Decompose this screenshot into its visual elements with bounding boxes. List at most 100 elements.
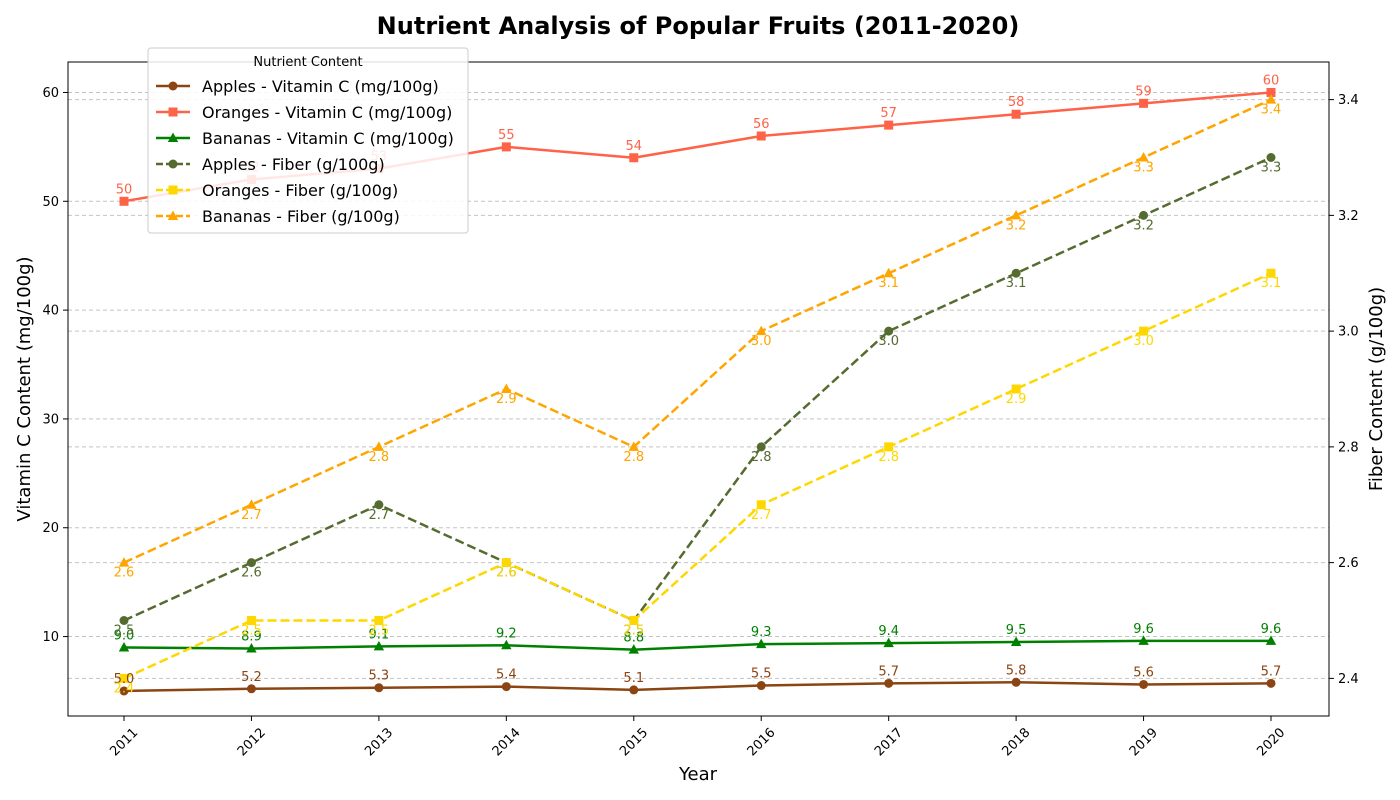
legend-entries: Apples - Vitamin C (mg/100g) Oranges - Vi…: [156, 77, 454, 226]
data-point: [1139, 326, 1149, 336]
data-point: [501, 558, 511, 568]
data-point: [883, 637, 894, 648]
data-point: [119, 196, 129, 206]
data-point: [246, 499, 257, 509]
data-point: [1011, 384, 1021, 394]
data-label: 54: [626, 139, 643, 154]
data-label: 2.8: [751, 450, 772, 465]
data-point: [1265, 94, 1277, 104]
data-point: [756, 131, 766, 141]
data-point: [629, 616, 639, 626]
data-point: [884, 326, 894, 336]
data-point: [1139, 210, 1149, 220]
data-label: 5.7: [1261, 664, 1282, 679]
data-point: [756, 681, 766, 691]
data-point: [884, 678, 894, 688]
left-tick-label: 60: [42, 86, 59, 101]
x-axis-label: Year: [678, 764, 718, 785]
left-tick-label: 30: [42, 412, 59, 427]
legend-marker: [167, 132, 179, 142]
data-point: [1011, 268, 1021, 278]
data-point: [501, 639, 512, 650]
legend-label: Bananas - Vitamin C (mg/100g): [202, 129, 454, 148]
data-point: [1265, 635, 1277, 645]
data-label: 5.6: [1133, 665, 1154, 680]
data-point: [1266, 678, 1276, 688]
right-tick-label: 2.6: [1338, 556, 1359, 571]
data-label: 9.5: [1006, 623, 1027, 638]
data-point: [1139, 679, 1149, 689]
legend-label: Bananas - Fiber (g/100g): [202, 207, 400, 226]
legend-title: Nutrient Content: [253, 55, 362, 70]
data-point: [629, 685, 639, 695]
left-tick-label: 50: [42, 195, 59, 210]
data-label: 2.5: [241, 624, 262, 639]
data-label: 8.8: [623, 631, 644, 646]
data-label: 50: [116, 182, 133, 197]
legend-entry: Apples - Vitamin C (mg/100g): [156, 77, 439, 96]
legend-marker: [168, 159, 178, 169]
legend-entry: Bananas - Vitamin C (mg/100g): [156, 129, 454, 148]
series-line: [123, 98, 1272, 564]
legend-label: Apples - Fiber (g/100g): [202, 155, 385, 174]
data-label: 2.7: [751, 508, 772, 523]
data-label: 3.0: [751, 334, 772, 349]
data-label: 3.1: [1261, 276, 1282, 291]
data-label: 9.1: [369, 627, 390, 642]
data-label: 2.6: [114, 566, 135, 581]
series-oranges-fiber-g-100g: [119, 268, 1276, 683]
legend-entry: Oranges - Vitamin C (mg/100g): [156, 103, 452, 122]
legend-entry: Bananas - Fiber (g/100g): [156, 207, 400, 226]
right-tick-label: 3.2: [1338, 209, 1359, 224]
series-line: [123, 681, 1272, 693]
legend-entry: Apples - Fiber (g/100g): [156, 155, 385, 174]
chart-title: Nutrient Analysis of Popular Fruits (201…: [377, 12, 1020, 40]
data-point: [246, 643, 257, 653]
data-label: 55: [498, 128, 515, 143]
data-label: 3.1: [1006, 276, 1027, 291]
right-y-axis-label: Fiber Content (g/100g): [1366, 287, 1387, 491]
data-point: [756, 638, 767, 649]
legend: Nutrient Content Apples - Vitamin C (mg/…: [147, 47, 469, 234]
right-tick-label: 3.4: [1338, 93, 1359, 108]
data-label: 9.6: [1133, 622, 1154, 637]
data-label: 5.2: [241, 670, 262, 685]
series-line: [123, 156, 1272, 622]
data-label: 3.0: [1133, 334, 1154, 349]
series-apples-vitamin-c-mg-100g: [119, 677, 1276, 696]
legend-marker: [168, 185, 178, 195]
data-point: [118, 641, 130, 652]
data-point: [119, 673, 129, 683]
left-tick-label: 40: [42, 304, 59, 319]
data-label: 2.6: [496, 566, 517, 581]
data-label: 5.1: [623, 671, 644, 686]
data-label: 9.4: [878, 624, 899, 639]
data-label: 60: [1263, 73, 1280, 88]
data-point: [501, 383, 512, 393]
data-label: 5.0: [114, 672, 135, 687]
right-y-axis-ticks: 2.4 2.6 2.8 3.0 3.2 3.4: [1329, 93, 1359, 687]
data-label: 5.8: [1006, 663, 1027, 678]
data-point: [1011, 109, 1021, 119]
data-label: 57: [880, 106, 897, 121]
data-point: [501, 142, 511, 152]
data-point: [884, 442, 894, 452]
data-point: [1138, 151, 1149, 162]
data-point: [246, 616, 256, 626]
left-tick-label: 10: [42, 630, 59, 645]
series-layer: [118, 87, 1277, 696]
data-point: [246, 684, 256, 694]
data-label: 5.5: [751, 667, 772, 682]
data-label: 3.0: [878, 334, 899, 349]
data-label: 2.6: [496, 566, 517, 581]
data-label: 5.4: [496, 668, 517, 683]
data-point: [756, 500, 766, 510]
data-label: 2.9: [1006, 392, 1027, 407]
series-bananas-fiber-g-100g: [118, 94, 1277, 567]
left-tick-label: 20: [42, 521, 59, 536]
data-label: 2.4: [114, 681, 135, 696]
data-label: 2.7: [241, 508, 262, 523]
data-labels: 5.05.25.35.45.15.55.75.85.65.75052535554…: [114, 73, 1282, 696]
data-point: [1010, 209, 1022, 220]
